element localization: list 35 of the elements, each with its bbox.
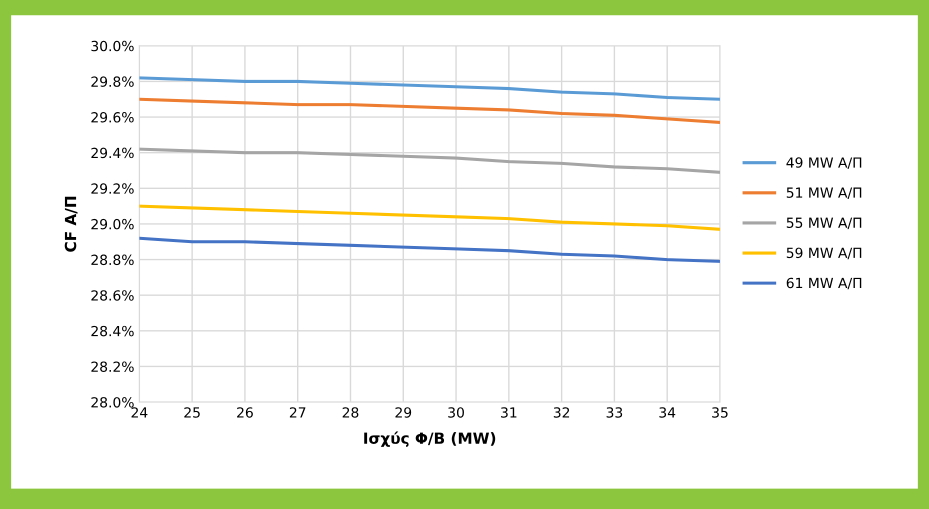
y-tick-label: 29.0% [91, 218, 134, 230]
y-tick-label: 28.0% [91, 397, 134, 408]
y-tick-label: 29.4% [91, 148, 134, 158]
x-tick-label: 30 [448, 407, 464, 418]
y-tick-label: 29.8% [91, 76, 134, 87]
y-tick-label: 28.6% [91, 290, 134, 301]
x-axis-title: Ισχύς Φ/Β (MW) [364, 432, 496, 447]
line-series [139, 148, 720, 174]
x-tick-label: 27 [290, 407, 306, 418]
x-tick-label: 28 [342, 407, 358, 418]
line-series [139, 236, 720, 263]
y-tick-label: 30.0% [91, 40, 134, 52]
line-series [139, 76, 720, 101]
legend-label: 55 MW Α/Π [786, 218, 862, 230]
x-tick-label: 29 [395, 407, 412, 418]
x-tick-label: 34 [659, 407, 676, 418]
legend-label: 49 MW Α/Π [786, 157, 862, 169]
y-tick-label: 28.4% [91, 326, 134, 336]
y-axis-title: CF Α/Π [64, 196, 78, 252]
x-tick-label: 31 [501, 407, 516, 418]
y-tick-label: 29.6% [91, 112, 134, 123]
y-tick-label: 29.2% [91, 183, 134, 194]
x-tick-label: 35 [712, 407, 728, 418]
line-series [139, 204, 720, 231]
x-tick-label: 25 [184, 407, 200, 418]
x-tick-label: 26 [237, 407, 253, 418]
y-tick-label: 28.8% [91, 254, 134, 266]
y-tick-label: 28.2% [91, 361, 134, 372]
x-tick-label: 33 [606, 407, 622, 418]
line-series [139, 98, 720, 124]
x-tick-label: 32 [554, 407, 570, 418]
legend-label: 61 MW Α/Π [786, 278, 862, 290]
legend-label: 51 MW Α/Π [786, 188, 862, 199]
x-tick-label: 24 [132, 407, 148, 418]
legend-label: 59 MW Α/Π [786, 248, 862, 260]
